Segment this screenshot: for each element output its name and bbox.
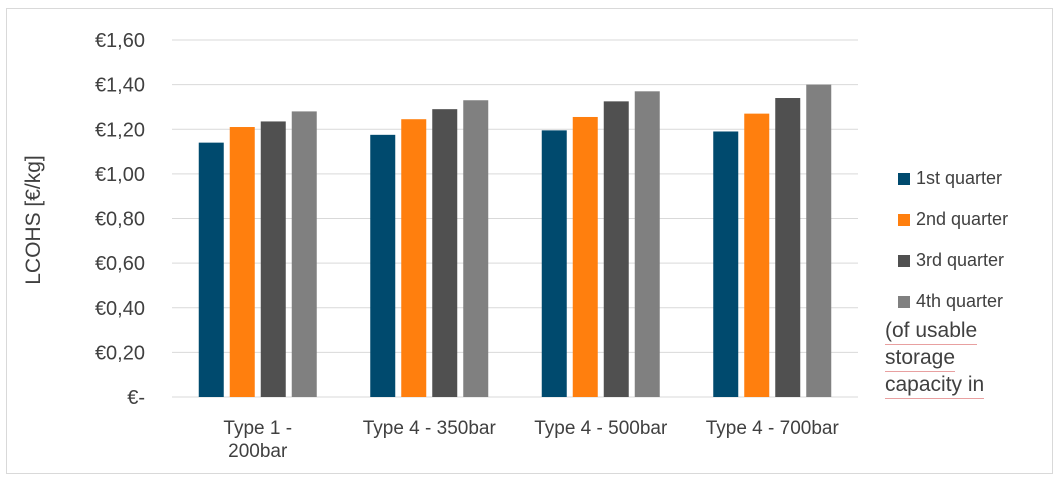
y-tick-label: €- xyxy=(127,387,145,409)
legend-swatch xyxy=(898,295,910,308)
legend-label: 4th quarter xyxy=(916,291,1004,311)
x-tick-label: Type 4 - 700bar xyxy=(706,418,840,439)
bar xyxy=(370,134,396,397)
bar xyxy=(401,119,427,397)
legend-item: 4th quarter xyxy=(898,291,1003,312)
y-tick-label: €0,60 xyxy=(95,253,145,275)
bar xyxy=(634,91,660,397)
x-tick-label: Type 4 - 500bar xyxy=(534,418,668,439)
legend-note: (of usable storage capacity in xyxy=(885,318,1045,399)
note-line-1: (of usable xyxy=(885,318,978,345)
bar xyxy=(744,113,770,397)
bars xyxy=(198,84,832,398)
legend-label: 1st quarter xyxy=(916,168,1003,188)
bar xyxy=(541,130,567,397)
legend-item: 3rd quarter xyxy=(898,250,1004,271)
note-line-3: capacity in xyxy=(885,372,985,399)
gridlines xyxy=(172,39,858,398)
y-tick-label: €1,20 xyxy=(95,119,145,141)
x-tick-label: Type 1 - xyxy=(223,418,292,439)
legend-item: 2nd quarter xyxy=(898,209,1008,230)
bar xyxy=(291,111,317,398)
y-tick-label: €0,80 xyxy=(95,209,145,231)
y-axis-ticks: €- €0,20 €0,40 €0,60 €0,80 €1,00 €1,20 €1,40 €1,… xyxy=(95,30,145,409)
y-tick-label: €0,20 xyxy=(95,342,145,364)
legend-item: 1st quarter xyxy=(898,168,1002,189)
x-axis-ticks: Type 1 -200bar Type 4 - 350bar Type 4 - 50… xyxy=(223,418,839,462)
y-tick-label: €1,40 xyxy=(95,75,145,97)
bar xyxy=(432,109,458,397)
bar xyxy=(198,142,224,397)
bar xyxy=(463,100,489,398)
legend-swatch xyxy=(898,172,910,185)
bar xyxy=(775,98,801,397)
legend-swatch xyxy=(898,254,910,267)
legend-swatch xyxy=(898,213,910,226)
bar xyxy=(603,101,629,397)
legend-label: 2nd quarter xyxy=(916,209,1009,229)
bar xyxy=(229,127,255,398)
note-line-2: storage xyxy=(885,345,956,372)
bar xyxy=(713,131,739,397)
bar xyxy=(260,121,286,398)
bar xyxy=(806,84,832,397)
bar xyxy=(572,116,598,398)
chart-frame xyxy=(6,8,1053,474)
y-tick-label: €0,40 xyxy=(95,298,145,320)
x-tick-label: Type 4 - 350bar xyxy=(363,418,497,439)
y-tick-label: €1,00 xyxy=(95,164,145,186)
x-tick-label: 200bar xyxy=(228,441,288,462)
legend-label: 3rd quarter xyxy=(916,250,1005,270)
y-axis-label: LCOHS [€/kg] xyxy=(22,155,45,285)
y-tick-label: €1,60 xyxy=(95,30,145,52)
